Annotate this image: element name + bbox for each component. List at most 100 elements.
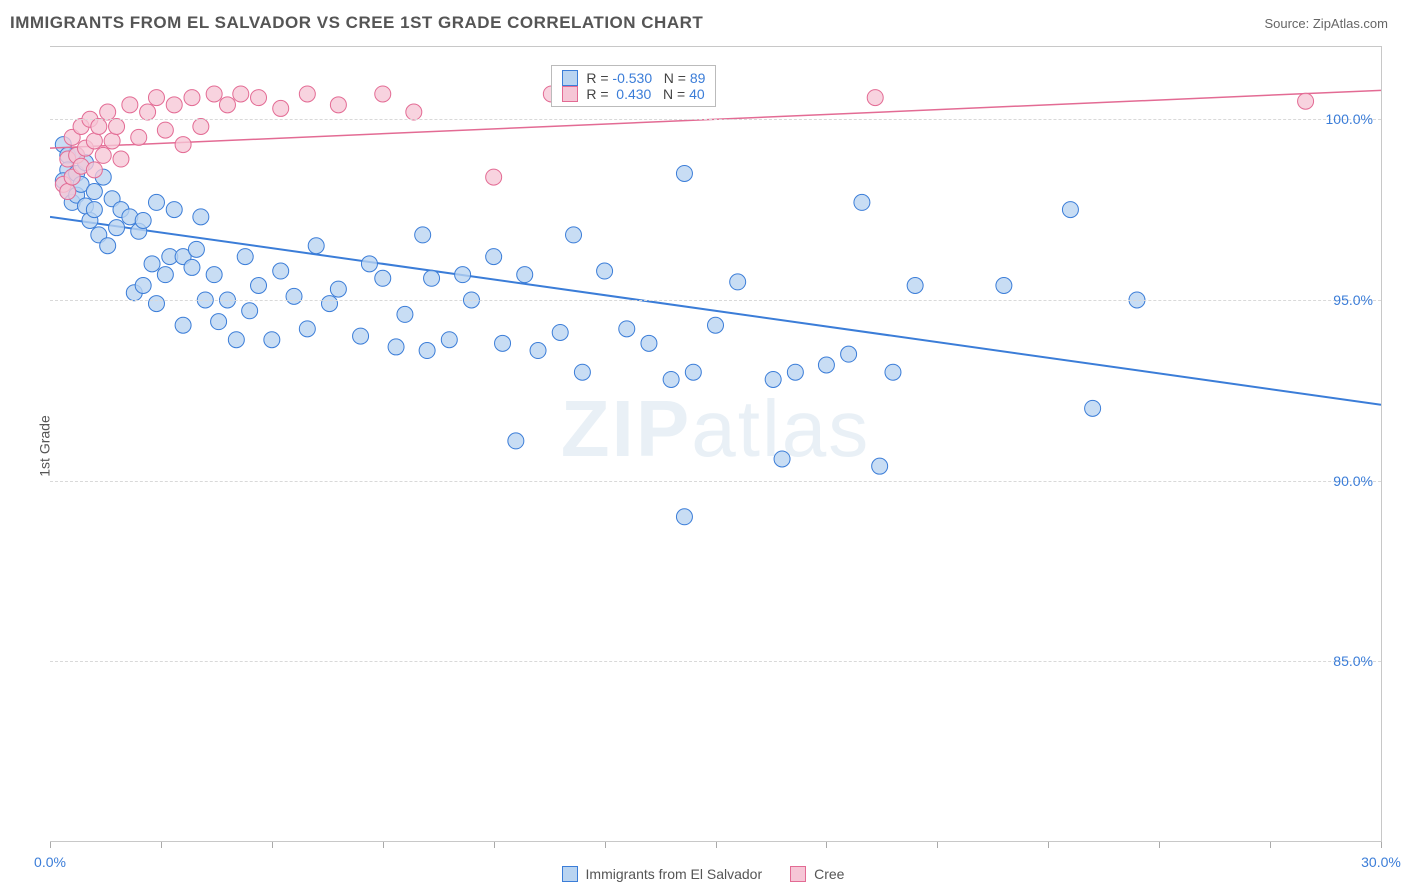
legend-text: R = 0.430 N = 40 (586, 86, 704, 102)
legend-label: Cree (814, 866, 844, 882)
data-point (193, 119, 209, 135)
data-point (122, 97, 138, 113)
data-point (685, 364, 701, 380)
data-point (109, 220, 125, 236)
x-tick (716, 842, 717, 848)
data-point (486, 249, 502, 265)
data-point (157, 267, 173, 283)
legend-text: R = -0.530 N = 89 (586, 70, 705, 86)
data-point (135, 278, 151, 294)
data-point (406, 104, 422, 120)
data-point (375, 86, 391, 102)
data-point (495, 335, 511, 351)
data-point (86, 133, 102, 149)
x-tick (50, 842, 51, 848)
data-point (517, 267, 533, 283)
y-tick-label: 90.0% (1333, 473, 1373, 489)
chart-title: IMMIGRANTS FROM EL SALVADOR VS CREE 1ST … (10, 13, 703, 33)
data-point (166, 97, 182, 113)
data-point (641, 335, 657, 351)
scatter-svg (50, 47, 1381, 842)
plot-area: ZIPatlas 85.0%90.0%95.0%100.0%0.0%30.0% … (50, 46, 1382, 842)
x-tick (1381, 842, 1382, 848)
data-point (299, 86, 315, 102)
data-point (109, 119, 125, 135)
data-point (100, 104, 116, 120)
data-point (86, 184, 102, 200)
data-point (86, 162, 102, 178)
data-point (148, 90, 164, 106)
data-point (211, 314, 227, 330)
data-point (765, 371, 781, 387)
data-point (308, 238, 324, 254)
legend-row: R = 0.430 N = 40 (562, 86, 705, 102)
data-point (486, 169, 502, 185)
x-tick (494, 842, 495, 848)
data-point (91, 119, 107, 135)
data-point (552, 324, 568, 340)
data-point (818, 357, 834, 373)
data-point (1085, 400, 1101, 416)
data-point (597, 263, 613, 279)
data-point (144, 256, 160, 272)
data-point (419, 343, 435, 359)
legend-item-el-salvador: Immigrants from El Salvador (562, 866, 763, 882)
data-point (663, 371, 679, 387)
data-point (251, 278, 267, 294)
data-point (854, 194, 870, 210)
data-point (233, 86, 249, 102)
source-prefix: Source: (1264, 16, 1312, 31)
data-point (219, 97, 235, 113)
data-point (907, 278, 923, 294)
data-point (104, 133, 120, 149)
data-point (676, 509, 692, 525)
data-point (251, 90, 267, 106)
legend-label: Immigrants from El Salvador (586, 866, 763, 882)
x-tick (272, 842, 273, 848)
swatch-blue-icon (562, 866, 578, 882)
data-point (264, 332, 280, 348)
data-point (237, 249, 253, 265)
gridline (50, 119, 1381, 120)
data-point (206, 86, 222, 102)
data-point (184, 90, 200, 106)
series-legend: Immigrants from El Salvador Cree (0, 866, 1406, 882)
correlation-legend: R = -0.530 N = 89R = 0.430 N = 40 (551, 65, 716, 107)
data-point (730, 274, 746, 290)
data-point (273, 100, 289, 116)
data-point (361, 256, 377, 272)
data-point (441, 332, 457, 348)
data-point (388, 339, 404, 355)
data-point (330, 281, 346, 297)
data-point (188, 241, 204, 257)
data-point (157, 122, 173, 138)
x-tick (937, 842, 938, 848)
source-link[interactable]: ZipAtlas.com (1313, 16, 1388, 31)
data-point (841, 346, 857, 362)
x-tick (605, 842, 606, 848)
swatch-pink-icon (790, 866, 806, 882)
gridline (50, 481, 1381, 482)
data-point (424, 270, 440, 286)
data-point (148, 296, 164, 312)
data-point (228, 332, 244, 348)
data-point (86, 202, 102, 218)
data-point (299, 321, 315, 337)
data-point (135, 212, 151, 228)
x-tick (826, 842, 827, 848)
data-point (574, 364, 590, 380)
data-point (273, 263, 289, 279)
data-point (193, 209, 209, 225)
y-tick-label: 85.0% (1333, 653, 1373, 669)
data-point (996, 278, 1012, 294)
legend-item-cree: Cree (790, 866, 844, 882)
data-point (787, 364, 803, 380)
data-point (148, 194, 164, 210)
data-point (1298, 93, 1314, 109)
data-point (184, 259, 200, 275)
gridline (50, 300, 1381, 301)
data-point (530, 343, 546, 359)
swatch-pink-icon (562, 86, 578, 102)
data-point (286, 288, 302, 304)
data-point (397, 306, 413, 322)
